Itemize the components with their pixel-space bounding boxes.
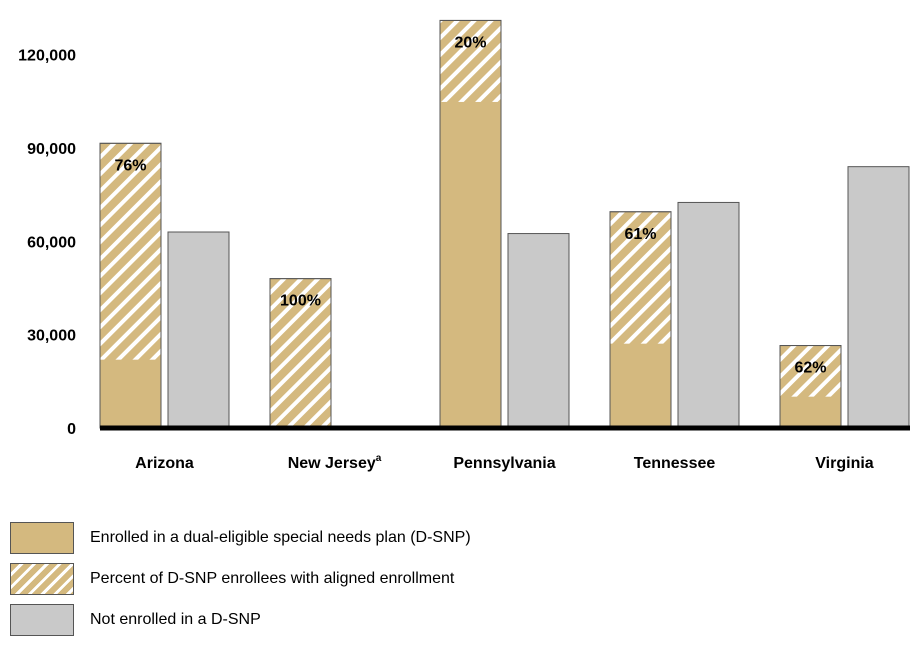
bar-not-enrolled: [167, 231, 230, 429]
y-tick-label: 120,000: [18, 48, 76, 65]
bar-chart: 0 30,000 60,000 90,000 120,000 76% 100% 20% 61%…: [18, 19, 910, 472]
aligned-percent-label: 20%: [454, 34, 486, 51]
bar-aligned-hatch: [440, 20, 501, 102]
bar-not-enrolled: [507, 233, 570, 429]
x-category-label: Tennessee: [634, 455, 716, 472]
y-tick-label: 0: [67, 421, 76, 438]
x-category-label: Arizona: [135, 455, 194, 472]
legend-label-aligned: Percent of D-SNP enrollees with aligned …: [90, 570, 455, 587]
bar-not-enrolled: [847, 166, 910, 429]
legend-swatch-not-enrolled: [10, 604, 74, 636]
legend-label-enrolled: Enrolled in a dual-eligible special need…: [90, 529, 471, 546]
y-tick-label: 30,000: [27, 328, 76, 345]
footnote-superscript: a: [376, 453, 382, 464]
legend-item-enrolled: Enrolled in a dual-eligible special need…: [10, 522, 471, 554]
legend-label-not-enrolled: Not enrolled in a D-SNP: [90, 611, 261, 628]
legend-swatch-enrolled: [10, 522, 74, 554]
aligned-percent-label: 62%: [794, 360, 826, 377]
aligned-percent-label: 76%: [114, 157, 146, 174]
legend-item-aligned: Percent of D-SNP enrollees with aligned …: [10, 563, 471, 595]
legend-item-not-enrolled: Not enrolled in a D-SNP: [10, 604, 471, 636]
x-category-label: Virginia: [815, 455, 873, 472]
bar-not-enrolled: [677, 201, 740, 429]
aligned-percent-label: 61%: [624, 226, 656, 243]
bar-aligned-hatch: [270, 279, 331, 428]
legend: Enrolled in a dual-eligible special need…: [10, 522, 471, 645]
bar-aligned-hatch: [780, 346, 841, 397]
bar-aligned-hatch: [610, 212, 671, 344]
x-category-label: Pennsylvania: [453, 455, 555, 472]
y-tick-label: 60,000: [27, 234, 76, 251]
aligned-percent-label: 100%: [280, 293, 321, 310]
y-tick-label: 90,000: [27, 141, 76, 158]
legend-swatch-aligned: [10, 563, 74, 595]
x-category-label: New Jerseya: [288, 453, 382, 472]
bar-aligned-hatch: [100, 143, 161, 360]
